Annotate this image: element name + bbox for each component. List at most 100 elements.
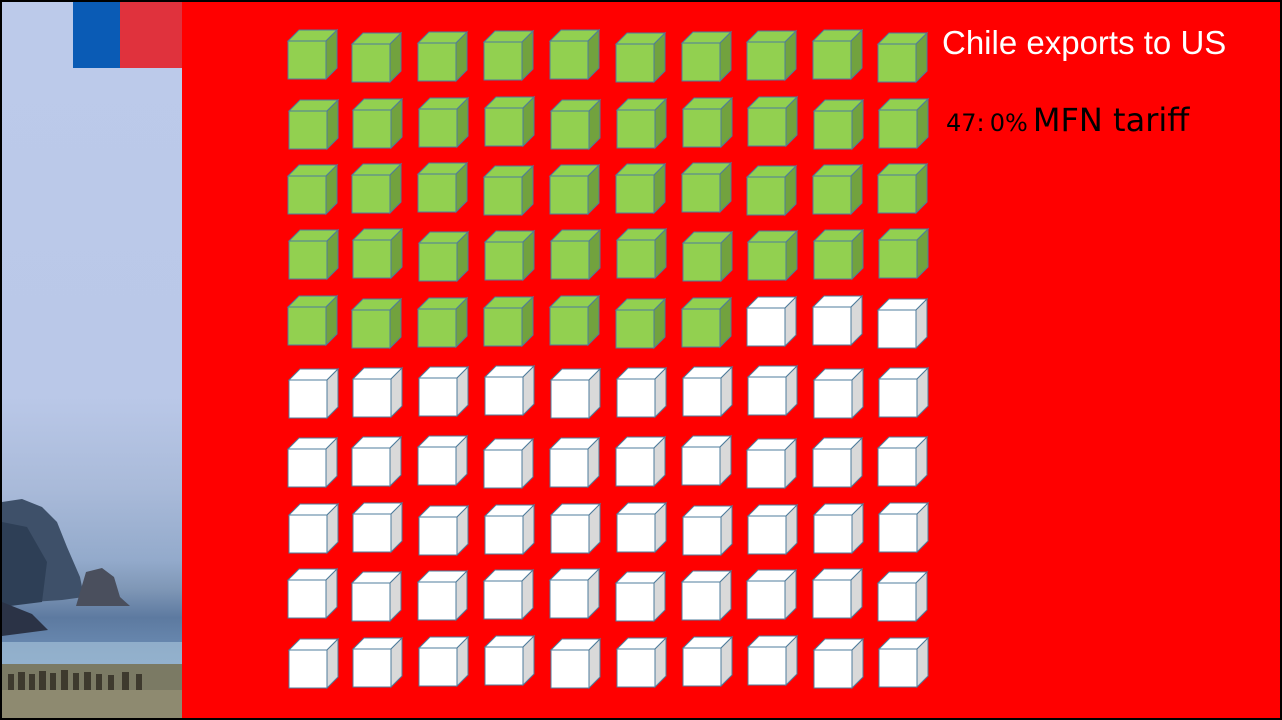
- cube-other: [876, 570, 929, 623]
- cube-other: [350, 435, 403, 488]
- cube-other: [812, 502, 865, 555]
- flag-red-block: [120, 2, 182, 68]
- cube-duty-free: [351, 227, 404, 280]
- cube-duty-free: [680, 296, 733, 349]
- cube-other: [482, 568, 535, 621]
- cube-duty-free: [614, 162, 667, 215]
- cube-duty-free: [286, 163, 339, 216]
- cube-other: [877, 366, 930, 419]
- cube-other: [876, 435, 929, 488]
- cube-other: [483, 634, 536, 687]
- cube-duty-free: [876, 162, 929, 215]
- cube-duty-free: [482, 29, 535, 82]
- coastline-image: [2, 499, 182, 718]
- cube-other: [548, 567, 601, 620]
- cube-other: [417, 635, 470, 688]
- cube-other: [351, 636, 404, 689]
- cube-other: [287, 367, 340, 420]
- cube-other: [811, 567, 864, 620]
- cube-other: [745, 295, 798, 348]
- cube-other: [549, 502, 602, 555]
- cube-duty-free: [548, 28, 601, 81]
- cube-other: [746, 503, 799, 556]
- cube-other: [680, 569, 733, 622]
- cube-duty-free: [351, 97, 404, 150]
- subtitle-count: 47: [946, 109, 977, 137]
- cube-duty-free: [876, 31, 929, 84]
- cube-other: [615, 501, 668, 554]
- cube-other: [614, 570, 667, 623]
- cube-other: [745, 568, 798, 621]
- cube-duty-free: [811, 28, 864, 81]
- cube-duty-free: [350, 162, 403, 215]
- cube-duty-free: [681, 96, 734, 149]
- cube-duty-free: [811, 163, 864, 216]
- cube-other: [548, 436, 601, 489]
- cube-duty-free: [615, 227, 668, 280]
- cube-duty-free: [483, 95, 536, 148]
- cube-other: [350, 570, 403, 623]
- cube-duty-free: [549, 98, 602, 151]
- cube-other: [746, 634, 799, 687]
- cube-duty-free: [746, 95, 799, 148]
- cube-other: [417, 365, 470, 418]
- cube-duty-free: [615, 97, 668, 150]
- subtitle-rate: 0%: [989, 109, 1028, 137]
- cube-other: [549, 367, 602, 420]
- cube-other: [680, 434, 733, 487]
- cube-other: [811, 294, 864, 347]
- cube-duty-free: [416, 30, 469, 83]
- slide-title: Chile exports to US: [942, 24, 1227, 61]
- cube-duty-free: [745, 164, 798, 217]
- cube-duty-free: [416, 161, 469, 214]
- cube-other: [416, 569, 469, 622]
- slide-subtitle: 47: 0% MFN tariff: [946, 101, 1189, 139]
- cube-duty-free: [482, 164, 535, 217]
- cube-other: [746, 364, 799, 417]
- cube-other: [286, 436, 339, 489]
- cube-other: [286, 567, 339, 620]
- cube-duty-free: [286, 294, 339, 347]
- cube-other: [877, 501, 930, 554]
- cube-duty-free: [614, 297, 667, 350]
- cube-duty-free: [680, 30, 733, 83]
- cube-other: [681, 635, 734, 688]
- cube-other: [482, 437, 535, 490]
- cube-other: [812, 367, 865, 420]
- cube-duty-free: [350, 31, 403, 84]
- cube-other: [417, 504, 470, 557]
- cube-other: [483, 503, 536, 556]
- cube-other: [615, 636, 668, 689]
- cube-duty-free: [482, 295, 535, 348]
- cube-duty-free: [548, 163, 601, 216]
- cube-duty-free: [417, 96, 470, 149]
- cube-other: [614, 435, 667, 488]
- cube-duty-free: [286, 28, 339, 81]
- cube-duty-free: [812, 228, 865, 281]
- cube-duty-free: [483, 229, 536, 282]
- cube-other: [351, 366, 404, 419]
- cube-other: [615, 366, 668, 419]
- cube-other: [287, 502, 340, 555]
- cube-other: [681, 365, 734, 418]
- cube-other: [681, 504, 734, 557]
- cube-other: [287, 637, 340, 690]
- cube-other: [877, 636, 930, 689]
- cube-other: [811, 436, 864, 489]
- cube-other: [549, 637, 602, 690]
- flag-blue-block: [73, 2, 120, 68]
- cube-duty-free: [416, 296, 469, 349]
- cube-duty-free: [287, 98, 340, 151]
- cube-duty-free: [614, 31, 667, 84]
- cube-duty-free: [350, 297, 403, 350]
- subtitle-separator: :: [976, 109, 985, 137]
- subtitle-label: MFN tariff: [1032, 101, 1190, 139]
- cube-duty-free: [680, 161, 733, 214]
- cube-other: [351, 501, 404, 554]
- cube-duty-free: [417, 230, 470, 283]
- cube-other: [876, 297, 929, 350]
- easter-island-photo-panel: [2, 2, 182, 718]
- cube-other: [483, 364, 536, 417]
